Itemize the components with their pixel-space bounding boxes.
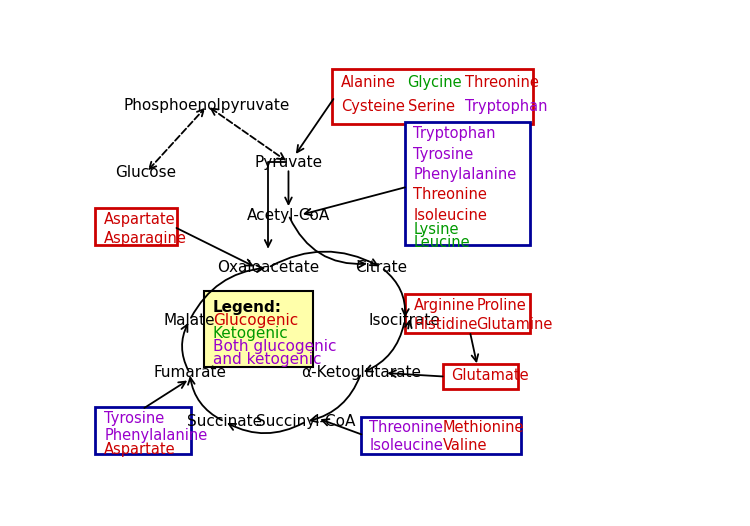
Text: Tyrosine: Tyrosine bbox=[413, 147, 474, 162]
Text: Threonine: Threonine bbox=[464, 75, 538, 90]
FancyBboxPatch shape bbox=[332, 69, 532, 124]
Text: Pyruvate: Pyruvate bbox=[254, 155, 322, 170]
Text: Ketogenic: Ketogenic bbox=[213, 326, 289, 341]
FancyBboxPatch shape bbox=[95, 407, 191, 454]
Text: Tyrosine: Tyrosine bbox=[104, 411, 164, 426]
Text: Valine: Valine bbox=[442, 438, 487, 453]
Text: Glycine: Glycine bbox=[408, 75, 462, 90]
Text: Alanine: Alanine bbox=[340, 75, 396, 90]
Text: Cysteine: Cysteine bbox=[340, 99, 405, 114]
Text: Succinyl-CoA: Succinyl-CoA bbox=[256, 414, 355, 429]
Text: Glutamine: Glutamine bbox=[476, 317, 553, 332]
Text: Lysine: Lysine bbox=[413, 221, 459, 237]
Text: Oxaloacetate: Oxaloacetate bbox=[217, 260, 320, 275]
Text: Tryptophan: Tryptophan bbox=[464, 99, 547, 114]
Text: α-Ketoglutarate: α-Ketoglutarate bbox=[301, 366, 422, 380]
Text: Leucine: Leucine bbox=[413, 235, 470, 250]
Text: Malate: Malate bbox=[164, 313, 215, 328]
FancyBboxPatch shape bbox=[442, 364, 518, 389]
Text: Methionine: Methionine bbox=[442, 420, 524, 435]
Text: Phenylalanine: Phenylalanine bbox=[413, 167, 517, 182]
Text: Acetyl-CoA: Acetyl-CoA bbox=[247, 207, 330, 222]
Text: Both glucogenic: Both glucogenic bbox=[213, 339, 337, 354]
Text: Aspartate: Aspartate bbox=[104, 212, 176, 227]
Text: Arginine: Arginine bbox=[413, 298, 475, 313]
FancyBboxPatch shape bbox=[204, 291, 314, 367]
Text: Threonine: Threonine bbox=[413, 187, 488, 203]
Text: Histidine: Histidine bbox=[413, 317, 478, 332]
Text: Isocitrate: Isocitrate bbox=[369, 313, 441, 328]
Text: Succinate: Succinate bbox=[187, 414, 262, 429]
Text: Citrate: Citrate bbox=[356, 260, 407, 275]
Text: Isoleucine: Isoleucine bbox=[369, 438, 443, 453]
FancyBboxPatch shape bbox=[362, 417, 521, 454]
Text: Phenylalanine: Phenylalanine bbox=[104, 428, 208, 443]
Text: Glutamate: Glutamate bbox=[452, 368, 529, 383]
Text: Serine: Serine bbox=[408, 99, 454, 114]
Text: Aspartate: Aspartate bbox=[104, 442, 176, 457]
Text: Asparagine: Asparagine bbox=[104, 230, 187, 246]
Text: Tryptophan: Tryptophan bbox=[413, 126, 496, 141]
Text: Phosphoenolpyruvate: Phosphoenolpyruvate bbox=[124, 98, 290, 113]
FancyBboxPatch shape bbox=[405, 294, 530, 333]
Text: and ketogenic: and ketogenic bbox=[213, 352, 322, 367]
FancyBboxPatch shape bbox=[95, 208, 177, 245]
Text: Glucogenic: Glucogenic bbox=[213, 313, 298, 328]
Text: Legend:: Legend: bbox=[213, 300, 282, 315]
FancyBboxPatch shape bbox=[405, 122, 530, 245]
Text: Isoleucine: Isoleucine bbox=[413, 207, 488, 222]
Text: Fumarate: Fumarate bbox=[153, 366, 226, 380]
Text: Proline: Proline bbox=[476, 298, 526, 313]
Text: Threonine: Threonine bbox=[369, 420, 443, 435]
Text: Glucose: Glucose bbox=[116, 165, 177, 180]
